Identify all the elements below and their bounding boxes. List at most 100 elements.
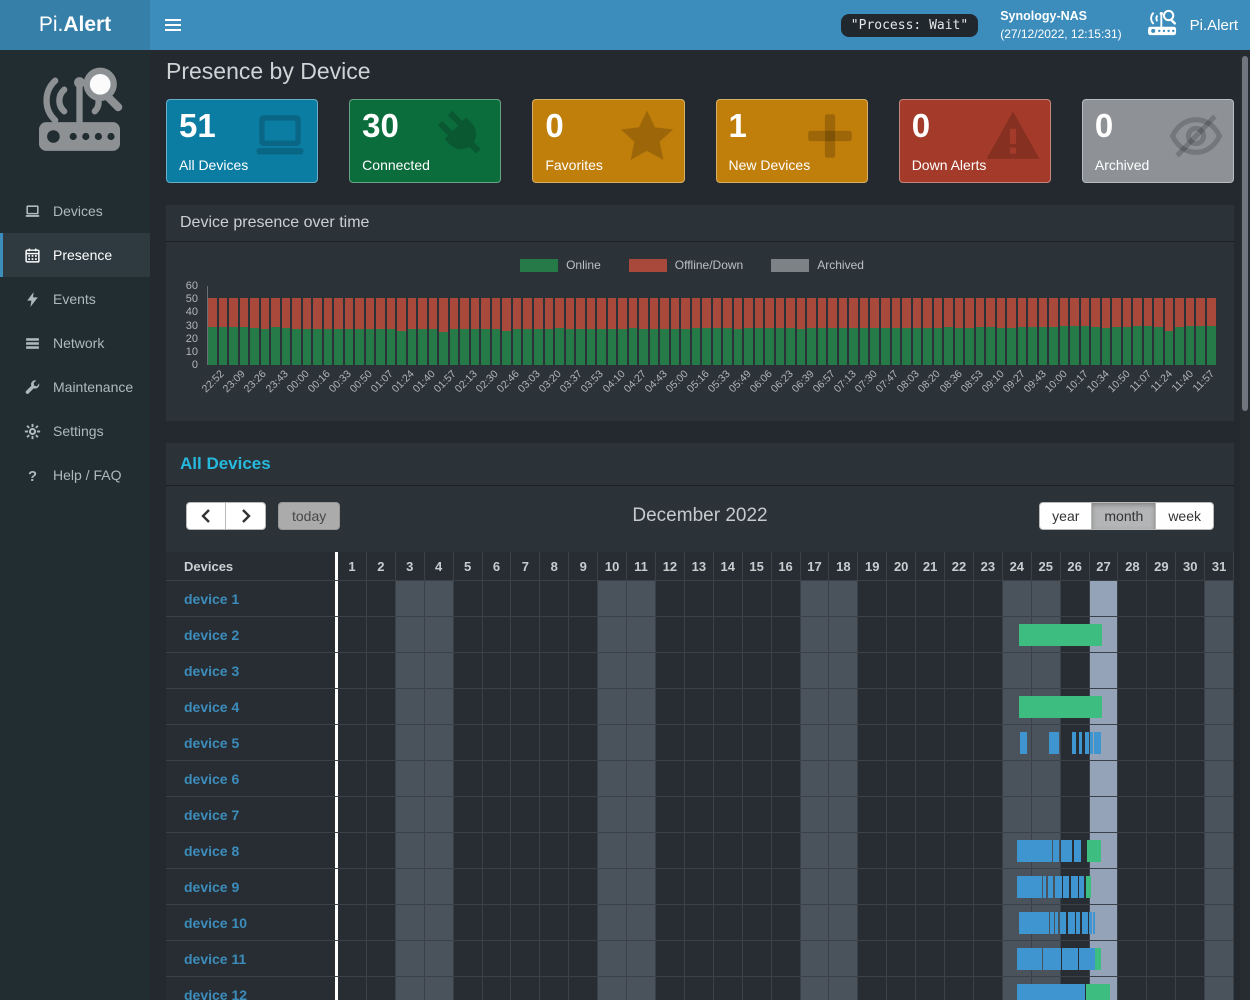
day-cell (800, 869, 830, 904)
day-cell (627, 617, 656, 652)
online-segment (586, 329, 596, 365)
device-name-cell: device 12 (166, 977, 338, 1000)
device-link[interactable]: device 7 (184, 806, 240, 823)
day-cell (395, 833, 425, 868)
stat-card-connected[interactable]: 30 Connected (349, 99, 502, 183)
sidebar-item-label: Presence (53, 247, 113, 263)
sidebar-item-presence[interactable]: Presence (0, 233, 150, 277)
today-button[interactable]: today (278, 502, 341, 530)
vertical-scrollbar-thumb[interactable] (1242, 56, 1248, 411)
presence-bar-session (1020, 732, 1028, 754)
chart-bar (555, 297, 564, 365)
day-cell (1176, 725, 1206, 760)
sidebar-toggle-button[interactable] (150, 0, 196, 50)
navbar-brand[interactable]: Pi.Alert (1144, 9, 1238, 41)
day-cell (829, 905, 859, 940)
day-cell (685, 797, 714, 832)
day-cell (540, 617, 570, 652)
device-link[interactable]: device 2 (184, 626, 240, 643)
day-cell (974, 869, 1003, 904)
presence-chart-panel: Device presence over time Online Offline/… (166, 205, 1234, 421)
online-segment (292, 329, 301, 365)
offline-segment (470, 297, 480, 330)
day-cell (714, 797, 743, 832)
chart-bar (1017, 297, 1027, 365)
device-link[interactable]: device 11 (184, 950, 247, 967)
day-cell (1205, 581, 1235, 616)
day-cell (887, 689, 917, 724)
device-link[interactable]: device 1 (184, 590, 240, 607)
online-segment (859, 328, 869, 365)
chart-bar (786, 297, 795, 365)
bolt-icon (24, 291, 41, 308)
prev-month-button[interactable] (186, 502, 226, 530)
sidebar-item-settings[interactable]: Settings (0, 409, 150, 453)
device-link[interactable]: device 5 (184, 734, 240, 751)
online-segment (1080, 325, 1090, 365)
sidebar-item-devices[interactable]: Devices (0, 189, 150, 233)
day-cell (1061, 725, 1090, 760)
sidebar-item-events[interactable]: Events (0, 277, 150, 321)
day-cell (1205, 761, 1235, 796)
stat-card-favorites[interactable]: 0 Favorites (532, 99, 685, 183)
device-link[interactable]: device 9 (184, 878, 240, 895)
day-cell (1205, 905, 1235, 940)
star-icon (618, 107, 676, 165)
day-cell (974, 581, 1003, 616)
presence-bar-online (1086, 840, 1102, 862)
day-cell (1089, 869, 1119, 904)
legend-swatch (520, 258, 559, 272)
day-cell (772, 941, 801, 976)
stat-card-value: 1 (728, 107, 747, 144)
next-month-button[interactable] (226, 502, 266, 530)
view-button-year[interactable]: year (1039, 502, 1093, 530)
vertical-scrollbar-track[interactable] (1240, 50, 1250, 1000)
offline-segment (649, 297, 659, 330)
offline-segment (975, 297, 985, 327)
device-link[interactable]: device 3 (184, 662, 240, 679)
presence-bar-session (1090, 732, 1093, 754)
online-segment (775, 328, 785, 365)
sidebar-item-maintenance[interactable]: Maintenance (0, 365, 150, 409)
online-segment (881, 328, 890, 365)
online-segment (691, 328, 701, 365)
sidebar-item-help-faq[interactable]: ? Help / FAQ (0, 453, 150, 497)
day-cell (627, 581, 656, 616)
chart-bar (481, 297, 490, 365)
offline-segment (838, 297, 848, 329)
chart-bar (576, 297, 585, 365)
day-cell (800, 689, 830, 724)
online-segment (239, 326, 249, 365)
app-logo[interactable]: Pi. Alert (0, 0, 150, 50)
view-button-month[interactable]: month (1092, 502, 1157, 530)
stat-card-all-devices[interactable]: 51 All Devices (166, 99, 319, 183)
day-cell (483, 941, 512, 976)
online-segment (1175, 326, 1184, 365)
online-segment (975, 326, 985, 365)
chart-bar (870, 297, 879, 365)
device-link[interactable]: device 4 (184, 698, 240, 715)
view-button-week[interactable]: week (1156, 502, 1214, 530)
chart-bar (954, 297, 964, 365)
calendar-nav-buttons (186, 502, 266, 530)
day-cell (424, 725, 454, 760)
stat-card-down-alerts[interactable]: 0 Down Alerts (898, 99, 1051, 183)
device-link[interactable]: device 10 (184, 914, 248, 931)
device-link[interactable]: device 6 (184, 770, 240, 787)
day-cell (367, 869, 396, 904)
stat-card-archived[interactable]: 0 Archived (1081, 99, 1235, 183)
device-link[interactable]: device 8 (184, 842, 240, 859)
day-cell (1118, 977, 1148, 1000)
device-link[interactable]: device 12 (184, 986, 248, 1000)
stat-card-new-devices[interactable]: 1 New Devices (715, 99, 868, 183)
chart-bar (660, 297, 669, 365)
sidebar-item-label: Maintenance (53, 379, 134, 395)
sidebar-item-network[interactable]: Network (0, 321, 150, 365)
day-cell (454, 797, 483, 832)
stat-card-value: 0 (911, 107, 931, 144)
day-cell (569, 797, 599, 832)
presence-bar-session (1073, 840, 1082, 862)
day-header-31: 31 (1205, 552, 1235, 580)
day-cell (395, 653, 425, 688)
day-cell (1031, 761, 1061, 796)
